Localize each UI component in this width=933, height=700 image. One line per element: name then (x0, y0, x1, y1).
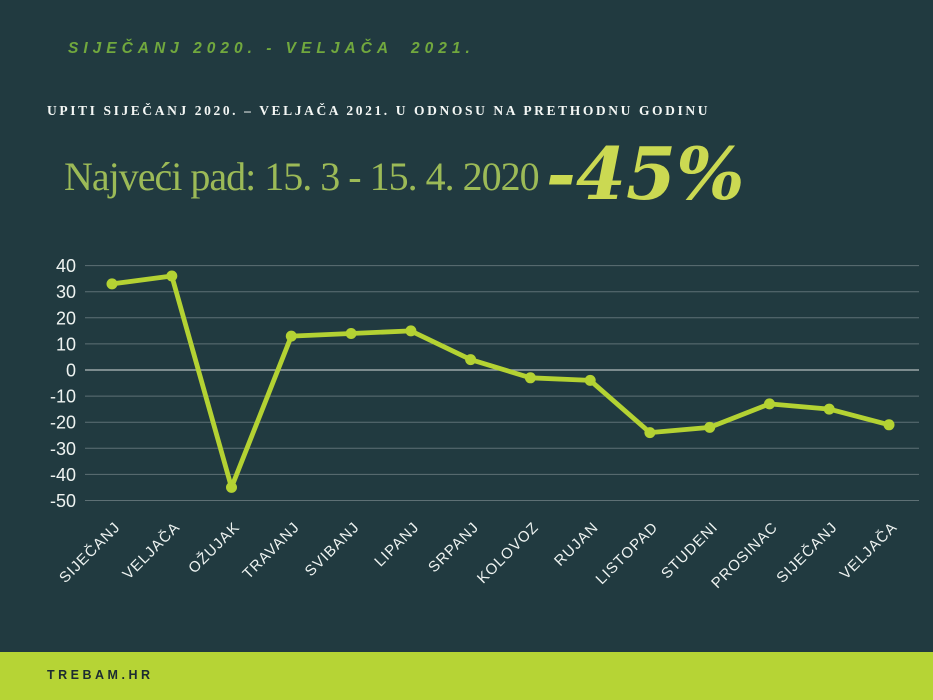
x-axis-label: SVIBANJ (302, 519, 363, 580)
y-axis-tick-label: -10 (50, 387, 76, 407)
data-point (524, 372, 536, 384)
y-axis-tick-label: -30 (50, 439, 76, 459)
x-axis-label: OŽUJAK (185, 519, 243, 577)
x-axis-label: LIPANJ (371, 519, 422, 570)
x-axis-label: TRAVANJ (239, 519, 303, 583)
data-point (166, 270, 178, 282)
data-point (704, 421, 716, 433)
x-axis-label: SRPANJ (425, 519, 482, 576)
x-axis-label: SIJEČANJ (56, 519, 124, 587)
x-axis-label: RUJAN (551, 519, 602, 570)
data-point (106, 278, 118, 290)
drop-percent-value: -45% (546, 131, 745, 216)
y-axis-tick-label: 20 (56, 308, 76, 328)
data-point (584, 374, 596, 386)
y-axis-tick-label: -50 (50, 491, 76, 511)
chart-subtitle: UPITI SIJEČANJ 2020. – VELJAČA 2021. U O… (47, 103, 711, 118)
x-axis-label: STUDENI (658, 519, 722, 583)
y-axis-tick-label: -40 (50, 465, 76, 485)
x-axis-label: VELJAČA (837, 519, 901, 583)
y-axis-tick-label: 10 (56, 334, 76, 354)
y-axis-tick-label: -20 (50, 413, 76, 433)
x-axis-label: KOLOVOZ (474, 519, 542, 587)
data-point (285, 330, 297, 342)
brand-label: TREBAM.HR (47, 668, 154, 682)
y-axis-tick-label: 0 (66, 361, 76, 381)
x-axis-label: LISTOPAD (593, 519, 662, 588)
footer-bar: TREBAM.HR (0, 652, 933, 700)
data-point (764, 398, 775, 410)
y-axis-tick-label: 40 (56, 256, 76, 276)
x-axis-label: VELJAČA (119, 519, 183, 583)
data-point (644, 427, 656, 439)
y-axis-tick-label: 30 (56, 282, 76, 302)
data-point (226, 481, 237, 493)
x-axis-label: SIJEČANJ (773, 519, 841, 587)
data-line (109, 273, 892, 490)
data-point (345, 328, 357, 339)
data-point (823, 403, 835, 415)
biggest-drop-headline: Najveći pad: 15. 3 - 15. 4. 2020 (64, 154, 540, 199)
data-point (465, 354, 477, 366)
period-title: SIJEČANJ 2020. - VELJAČA 2021. (68, 40, 475, 57)
data-point (883, 419, 895, 431)
data-point (405, 325, 417, 337)
